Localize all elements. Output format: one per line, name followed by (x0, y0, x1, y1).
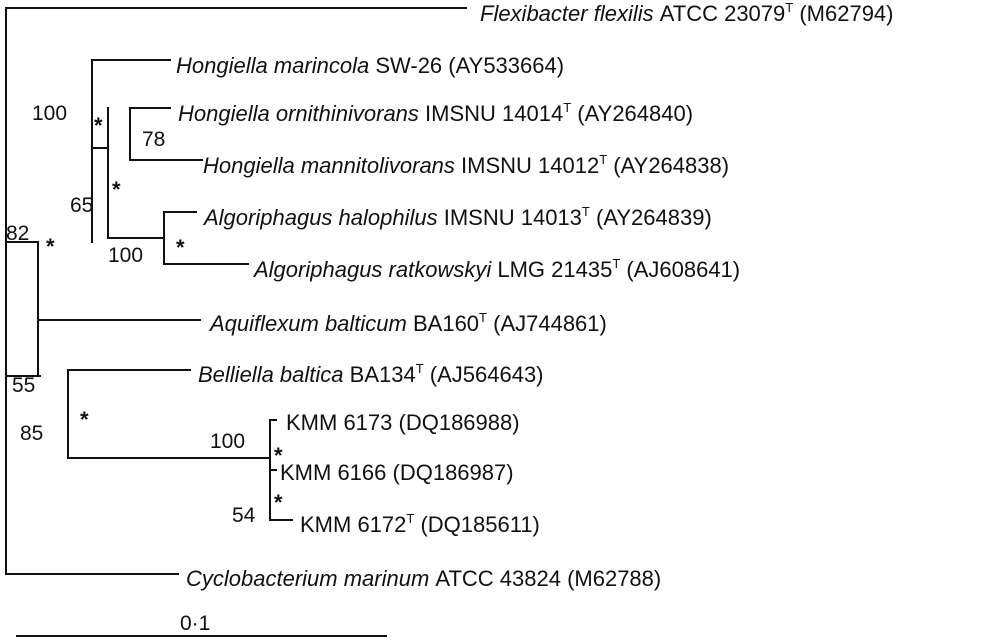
bootstrap-value: 78 (142, 128, 165, 151)
taxon-accession: (M62788) (561, 566, 661, 591)
taxon-genus-species: Aquiflexum balticum (208, 311, 413, 336)
taxon-accession: (AY264840) (571, 101, 693, 126)
taxon-label: Hongiella mannitolivorans IMSNU 14012T (… (203, 152, 729, 178)
taxon-strain: IMSNU 14013 (444, 205, 582, 230)
bootstrap-value: 54 (232, 504, 256, 527)
taxon-strain: ATCC 23079 (660, 1, 786, 26)
taxon-strain: LMG 21435 (497, 257, 612, 282)
asterisk-marker: * (80, 407, 89, 432)
taxon-strain: BA134 (350, 362, 416, 387)
taxon-genus-species: Cyclobacterium marinum (186, 566, 435, 591)
bootstrap-value: 65 (70, 194, 93, 217)
taxon-accession: (AY264839) (590, 205, 712, 230)
taxon-labels: Flexibacter flexilis ATCC 23079T (M62794… (176, 0, 894, 591)
taxon-accession: (M62794) (793, 1, 893, 26)
taxon-genus-species: Hongiella ornithinivorans (178, 101, 425, 126)
asterisk-marker: * (46, 234, 55, 259)
taxon-accession: (AJ744861) (487, 311, 607, 336)
type-strain-marker: T (612, 256, 620, 271)
bootstrap-value: 100 (108, 244, 143, 267)
asterisk-markers: * * * * * * * (46, 113, 283, 515)
type-strain-marker: T (599, 152, 607, 167)
taxon-genus-species: Algoriphagus halophilus (202, 205, 444, 230)
taxon-accession: (AY264838) (607, 153, 729, 178)
type-strain-marker: T (416, 361, 424, 376)
type-strain-marker: T (785, 0, 793, 15)
taxon-strain: KMM 6172 (300, 512, 406, 537)
taxon-label: KMM 6173 (DQ186988) (286, 410, 520, 435)
taxon-strain: KMM 6173 (286, 410, 392, 435)
taxon-label: Algoriphagus ratkowskyi LMG 21435T (AJ60… (252, 256, 740, 282)
taxon-label: KMM 6172T (DQ185611) (300, 511, 540, 537)
taxon-genus-species: Flexibacter flexilis (480, 1, 660, 26)
taxon-accession: (AJ564643) (424, 362, 544, 387)
scale-bar: 0·1 (16, 612, 387, 637)
tree-branches (5, 7, 467, 575)
taxon-label: Belliella baltica BA134T (AJ564643) (198, 361, 544, 387)
bootstrap-values: 100 78 65 100 82 55 85 100 54 (6, 102, 256, 527)
taxon-strain: SW-26 (375, 53, 442, 78)
bootstrap-value: 82 (6, 222, 29, 245)
asterisk-marker: * (176, 235, 185, 260)
asterisk-marker: * (112, 177, 121, 202)
taxon-label: Aquiflexum balticum BA160T (AJ744861) (208, 310, 607, 336)
scale-bar-label: 0·1 (180, 612, 210, 635)
asterisk-marker: * (274, 490, 283, 515)
taxon-accession: (AJ608641) (620, 257, 740, 282)
taxon-genus-species: Algoriphagus ratkowskyi (252, 257, 497, 282)
taxon-accession: (AY533664) (442, 53, 564, 78)
taxon-label: Cyclobacterium marinum ATCC 43824 (M6278… (186, 566, 661, 591)
bootstrap-value: 100 (210, 430, 245, 453)
asterisk-marker: * (94, 113, 103, 138)
taxon-accession: (DQ185611) (414, 512, 540, 537)
bootstrap-value: 100 (32, 102, 67, 125)
taxon-strain: BA160 (413, 311, 479, 336)
type-strain-marker: T (582, 204, 590, 219)
taxon-strain: IMSNU 14012 (461, 153, 599, 178)
taxon-genus-species: Hongiella marincola (176, 53, 375, 78)
bootstrap-value: 55 (12, 374, 35, 397)
taxon-genus-species: Hongiella mannitolivorans (203, 153, 461, 178)
taxon-accession: (DQ186988) (392, 410, 519, 435)
taxon-accession: (DQ186987) (386, 460, 513, 485)
taxon-strain: ATCC 43824 (435, 566, 561, 591)
taxon-genus-species: Belliella baltica (198, 362, 350, 387)
asterisk-marker: * (274, 443, 283, 468)
type-strain-marker: T (479, 310, 487, 325)
taxon-strain: KMM 6166 (280, 460, 386, 485)
taxon-label: KMM 6166 (DQ186987) (280, 460, 514, 485)
taxon-label: Algoriphagus halophilus IMSNU 14013T (AY… (202, 204, 712, 230)
bootstrap-value: 85 (20, 422, 43, 445)
type-strain-marker: T (406, 511, 414, 526)
type-strain-marker: T (563, 100, 571, 115)
taxon-label: Hongiella ornithinivorans IMSNU 14014T (… (178, 100, 693, 126)
taxon-label: Hongiella marincola SW-26 (AY533664) (176, 53, 564, 78)
taxon-strain: IMSNU 14014 (425, 101, 563, 126)
taxon-label: Flexibacter flexilis ATCC 23079T (M62794… (480, 0, 894, 26)
